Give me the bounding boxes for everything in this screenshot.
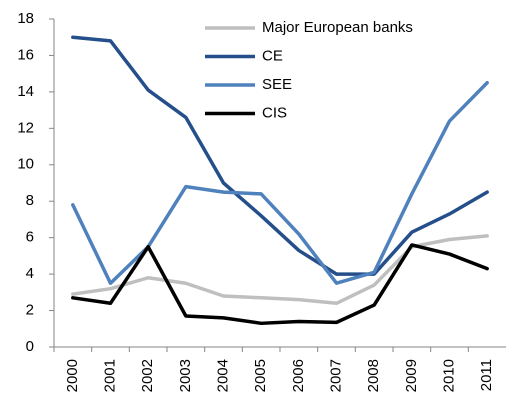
legend-label: CIS <box>262 104 287 121</box>
y-tick-label: 0 <box>26 338 34 355</box>
legend-label: CE <box>262 47 283 64</box>
series-line <box>71 35 489 276</box>
y-tick-label: 2 <box>26 302 34 319</box>
y-tick-label: 14 <box>17 83 34 100</box>
x-tick-label: 2001 <box>101 359 118 392</box>
y-tick-label: 8 <box>26 192 34 209</box>
x-tick-label: 2011 <box>478 359 495 391</box>
legend-label: SEE <box>262 76 292 93</box>
x-tick-label: 2010 <box>440 359 457 392</box>
series-line <box>71 81 489 285</box>
legend-label: Major European banks <box>262 19 413 36</box>
y-tick-label: 16 <box>17 46 34 63</box>
y-tick-label: 6 <box>26 229 34 246</box>
x-tick-label: 2004 <box>214 359 231 392</box>
y-tick-label: 4 <box>26 265 34 282</box>
x-tick-label: 2000 <box>64 359 81 392</box>
x-tick-label: 2003 <box>177 359 194 392</box>
y-tick-label: 10 <box>17 156 34 173</box>
x-tick-label: 2008 <box>365 359 382 392</box>
x-tick-label: 2009 <box>403 359 420 392</box>
series-line <box>71 243 489 326</box>
x-tick-label: 2005 <box>252 359 269 392</box>
x-tick-label: 2006 <box>290 359 307 392</box>
y-tick-label: 12 <box>17 119 34 136</box>
x-tick-label: 2002 <box>139 359 156 392</box>
y-tick-label: 18 <box>17 10 34 27</box>
x-tick-label: 2007 <box>327 359 344 392</box>
